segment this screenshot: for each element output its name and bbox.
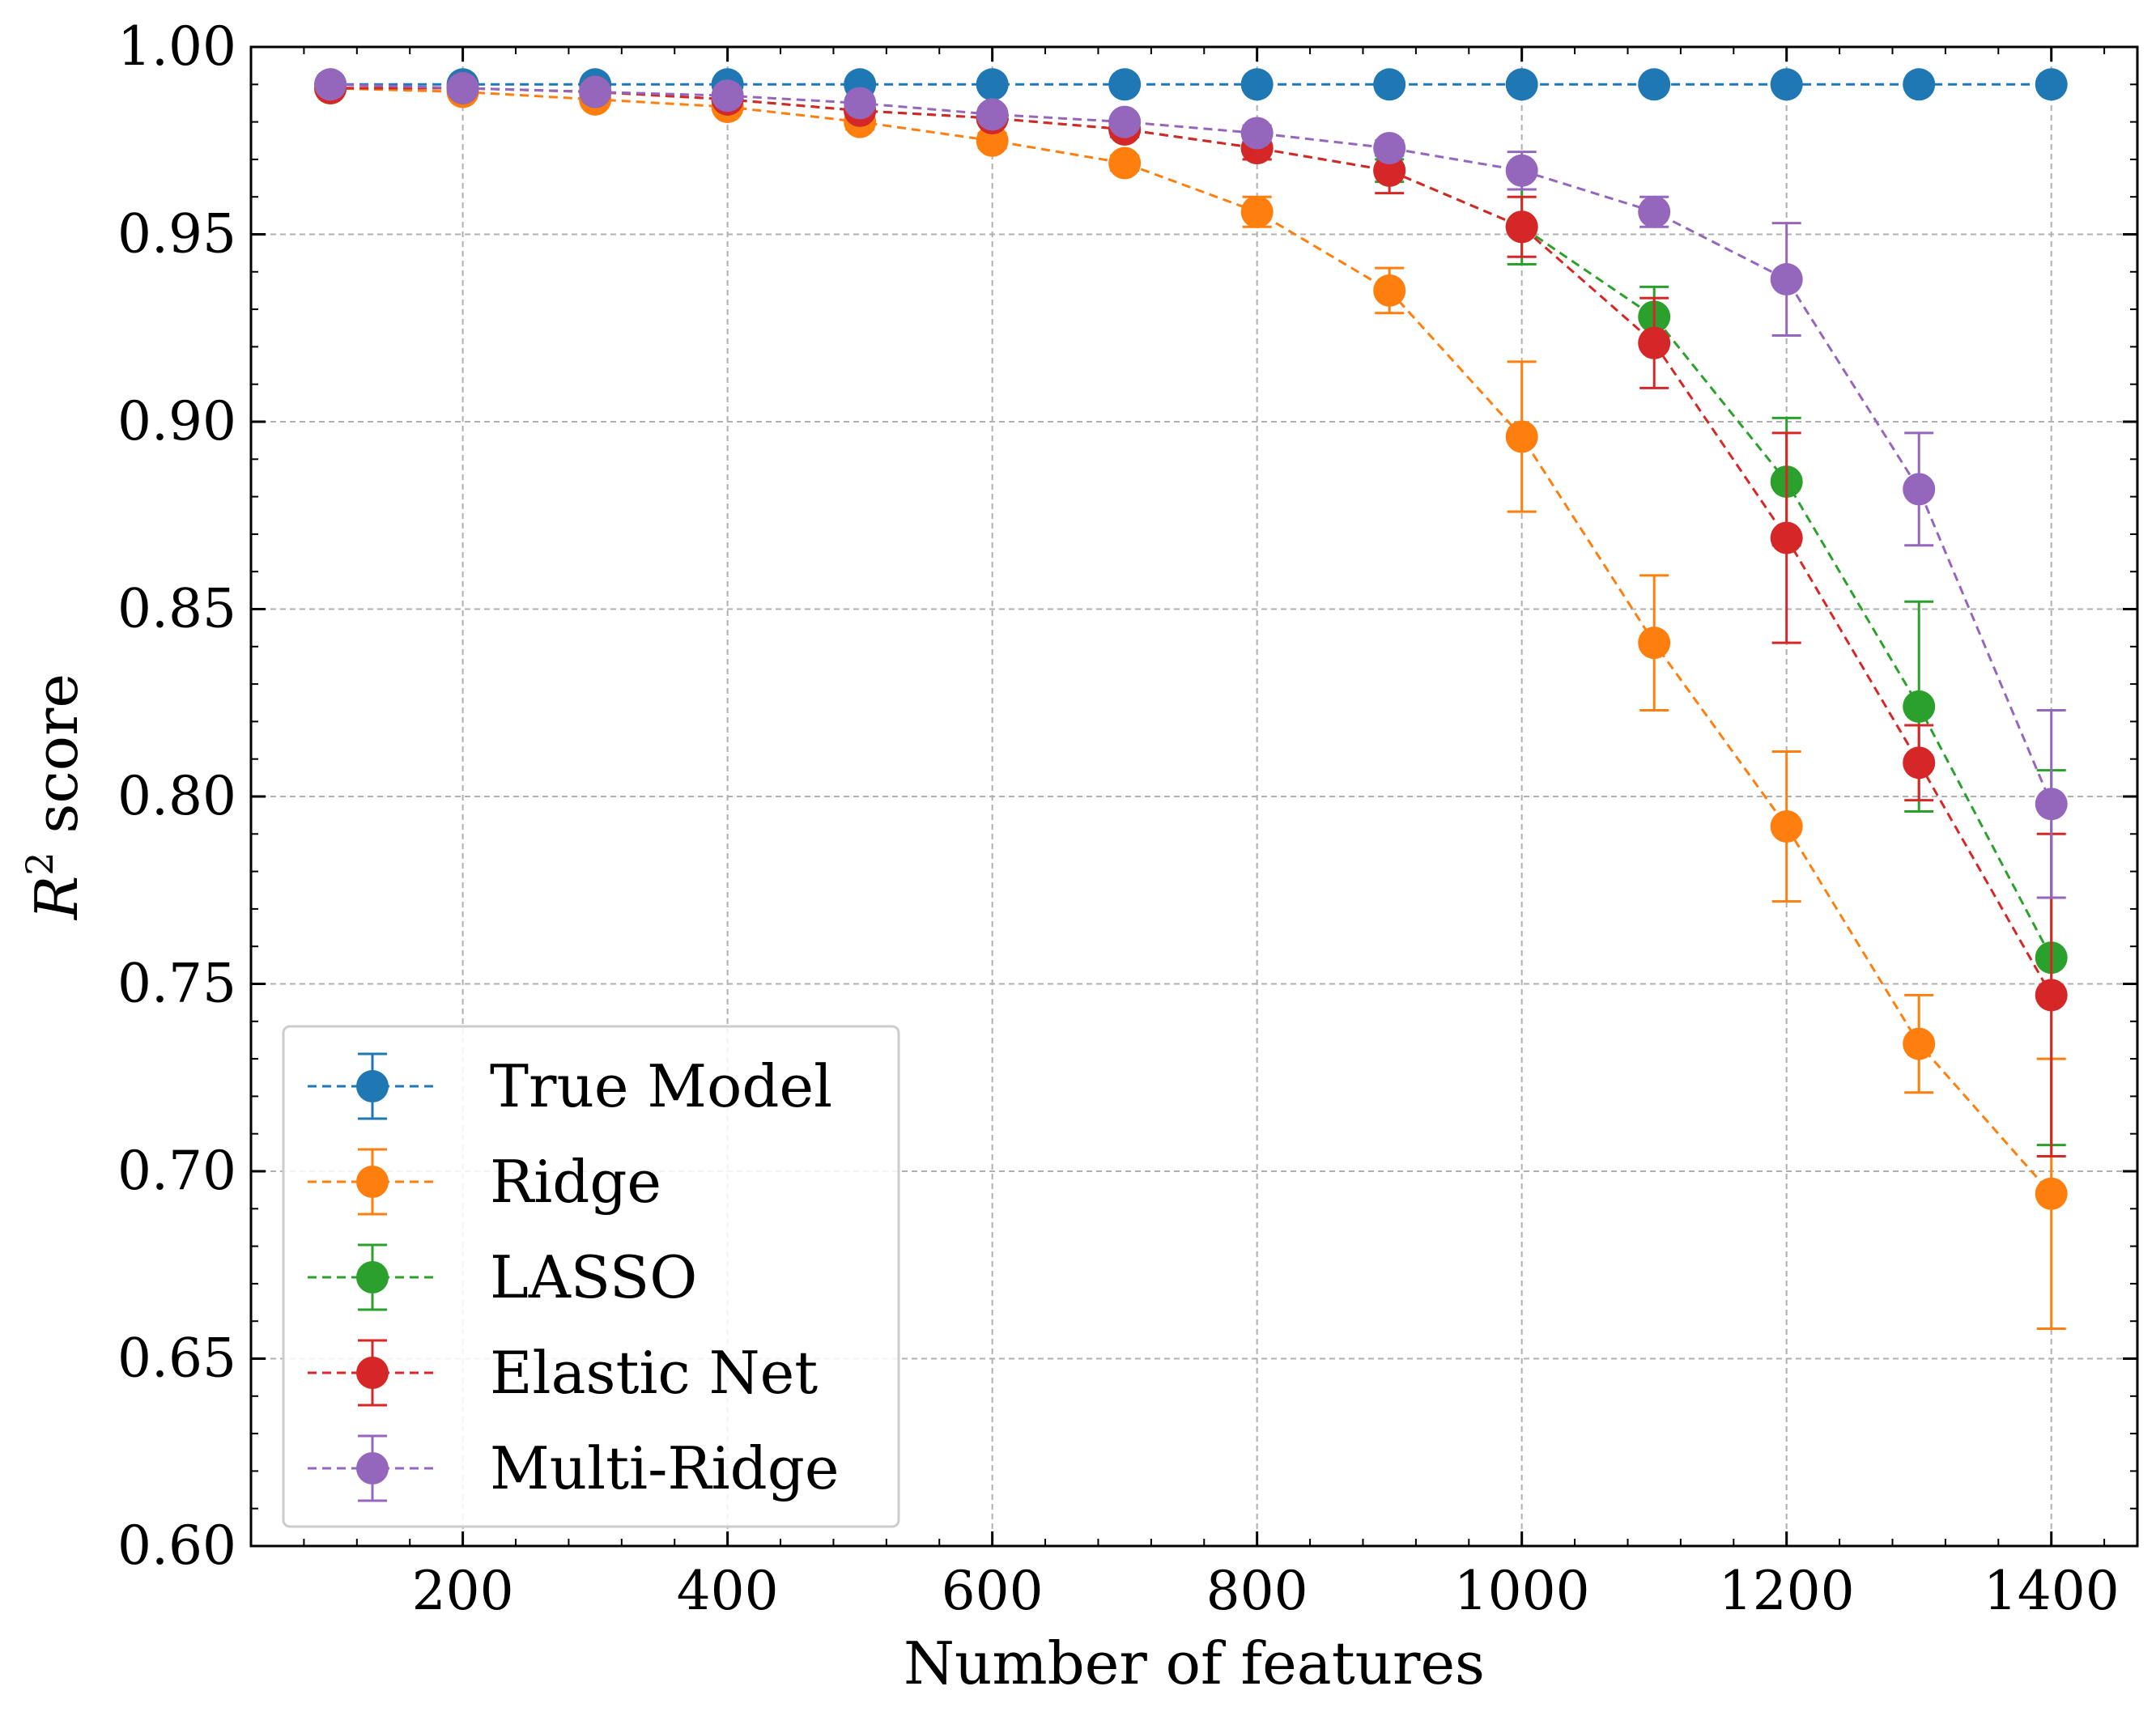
data-point bbox=[1108, 68, 1142, 101]
legend-marker bbox=[356, 1452, 389, 1485]
legend-label: Ridge bbox=[490, 1148, 661, 1216]
data-point bbox=[711, 79, 744, 113]
y-axis-title-sup: 2 bbox=[18, 852, 62, 876]
data-point bbox=[1505, 420, 1538, 453]
plot-frame bbox=[249, 45, 2139, 1548]
x-tick-label: 1200 bbox=[1719, 1560, 1855, 1622]
data-point bbox=[1903, 746, 1936, 779]
x-tick-label: 600 bbox=[942, 1560, 1044, 1622]
series-line bbox=[330, 87, 2052, 1195]
x-tick-label: 800 bbox=[1206, 1560, 1308, 1622]
y-axis-title-rest: score bbox=[23, 673, 91, 852]
y-tick-label: 0.60 bbox=[117, 1514, 236, 1577]
legend-label: LASSO bbox=[490, 1243, 697, 1311]
data-point bbox=[1903, 473, 1936, 506]
data-point bbox=[976, 124, 1009, 157]
legend-item: True Model bbox=[308, 1052, 832, 1120]
legend: True Model Ridge LASSO Elastic Net Multi-Rid… bbox=[282, 1025, 900, 1528]
data-point bbox=[1108, 105, 1142, 138]
y-tick-label: 0.75 bbox=[117, 953, 236, 1015]
data-point bbox=[1505, 68, 1538, 101]
y-axis-title: R2 score bbox=[18, 673, 91, 921]
data-point bbox=[1373, 274, 1406, 307]
data-point bbox=[1373, 132, 1406, 165]
series-multi-ridge bbox=[314, 68, 2068, 899]
data-point bbox=[1903, 68, 1936, 101]
data-point bbox=[976, 68, 1009, 101]
legend-marker bbox=[356, 1357, 389, 1389]
legend-box bbox=[282, 1025, 900, 1528]
x-tick-label: 1400 bbox=[1984, 1560, 2120, 1622]
data-point bbox=[2035, 1177, 2068, 1210]
data-point bbox=[2035, 68, 2068, 101]
data-point bbox=[1108, 147, 1142, 180]
data-point bbox=[1505, 210, 1538, 244]
series-line bbox=[330, 87, 2053, 996]
data-point bbox=[446, 71, 479, 104]
x-tick-label: 400 bbox=[677, 1560, 779, 1622]
data-point bbox=[1240, 68, 1274, 101]
data-point bbox=[1373, 68, 1406, 101]
data-point bbox=[1903, 1027, 1936, 1060]
data-point bbox=[1770, 263, 1803, 296]
data-point bbox=[1240, 195, 1274, 228]
data-point bbox=[1373, 154, 1406, 187]
data-point bbox=[2035, 788, 2068, 821]
legend-label: Multi-Ridge bbox=[490, 1434, 839, 1502]
y-tick-label: 1.00 bbox=[117, 15, 236, 78]
legend-label: True Model bbox=[490, 1052, 832, 1120]
y-tick-label: 0.65 bbox=[117, 1327, 236, 1390]
x-axis-title: Number of features bbox=[904, 1629, 1485, 1697]
data-point bbox=[1903, 690, 1936, 723]
y-tick-label: 0.95 bbox=[117, 203, 236, 265]
data-point bbox=[314, 68, 347, 101]
data-point bbox=[1240, 117, 1274, 150]
data-point bbox=[1770, 810, 1803, 843]
legend-item: LASSO bbox=[308, 1243, 697, 1311]
data-point bbox=[1505, 154, 1538, 187]
data-point bbox=[2035, 979, 2068, 1012]
x-tick-label: 200 bbox=[412, 1560, 514, 1622]
data-point bbox=[976, 98, 1009, 131]
series-line bbox=[330, 83, 2053, 805]
y-tick-label: 0.90 bbox=[117, 390, 236, 452]
y-tick-label: 0.80 bbox=[117, 765, 236, 827]
series-layer bbox=[314, 68, 2068, 1330]
legend-marker bbox=[356, 1166, 389, 1198]
y-tick-label: 0.85 bbox=[117, 578, 236, 640]
legend-item: Ridge bbox=[308, 1148, 661, 1216]
data-point bbox=[1770, 68, 1803, 101]
data-point bbox=[579, 75, 612, 108]
y-tick-label: 0.70 bbox=[117, 1140, 236, 1202]
legend-marker bbox=[356, 1070, 389, 1102]
y-axis-title-base: R bbox=[23, 876, 91, 921]
data-point bbox=[1638, 68, 1671, 101]
data-point bbox=[1638, 326, 1671, 359]
data-point bbox=[1638, 627, 1671, 660]
legend-item: Elastic Net bbox=[308, 1339, 818, 1407]
legend-marker bbox=[356, 1261, 389, 1293]
legend-item: Multi-Ridge bbox=[308, 1434, 839, 1502]
data-point bbox=[844, 87, 877, 120]
data-point bbox=[1638, 195, 1671, 228]
x-tick-label: 1000 bbox=[1454, 1560, 1590, 1622]
legend-label: Elastic Net bbox=[490, 1339, 818, 1407]
data-point bbox=[1770, 521, 1803, 554]
tick-labels: 200 400 600 800 1000 1200 1400 0.60 0.65 0.70 0.75… bbox=[117, 15, 2120, 1622]
